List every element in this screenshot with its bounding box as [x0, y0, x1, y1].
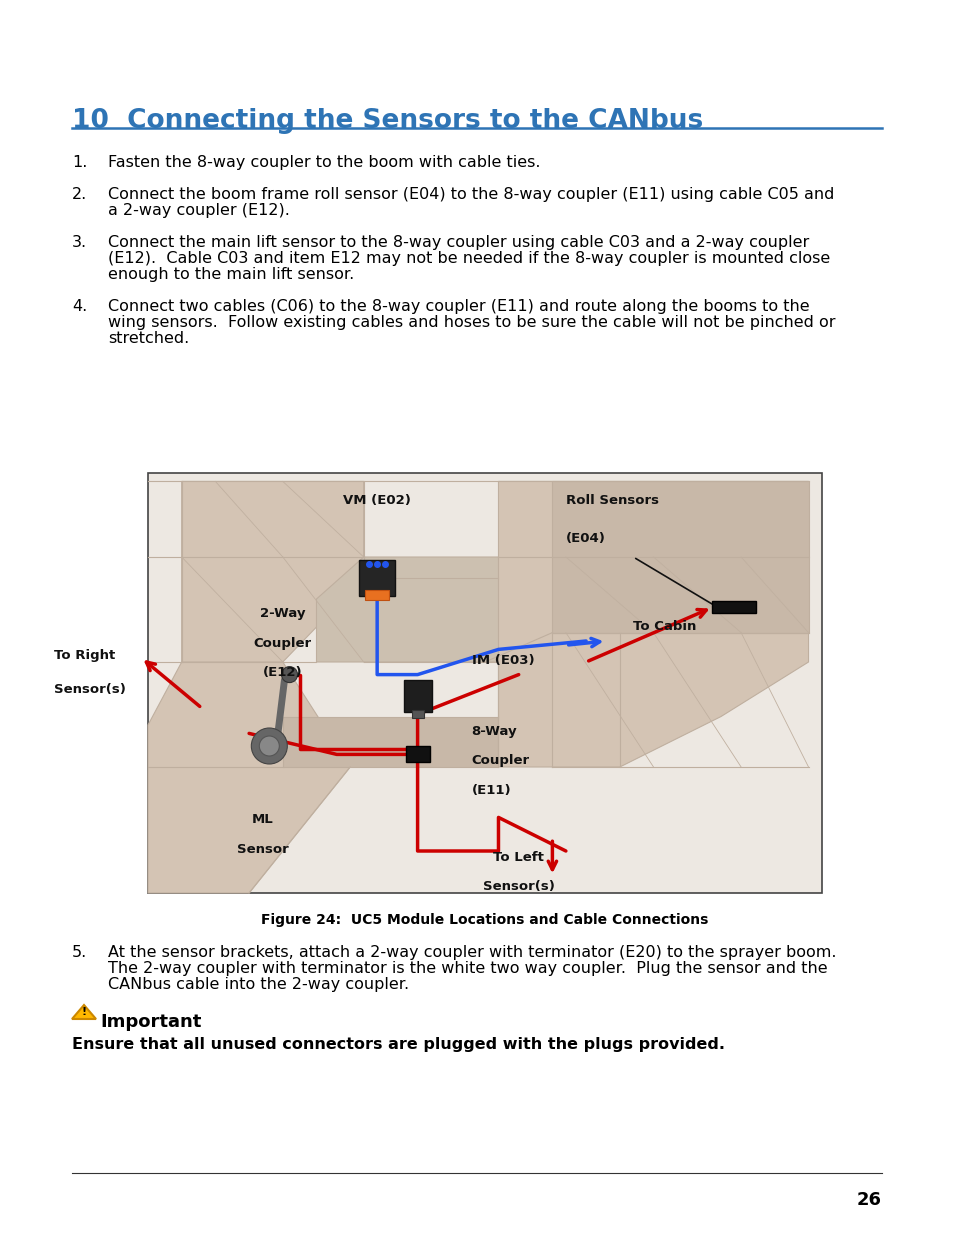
Text: (E12).  Cable C03 and item E12 may not be needed if the 8-way coupler is mounted: (E12). Cable C03 and item E12 may not be… [108, 251, 829, 266]
Polygon shape [282, 716, 498, 767]
Bar [411, 710, 423, 718]
Text: The 2-way coupler with terminator is the white two way coupler.  Plug the sensor: The 2-way coupler with terminator is the… [108, 961, 827, 976]
Text: Sensor(s): Sensor(s) [482, 881, 554, 893]
Text: Connect the boom frame roll sensor (E04) to the 8-way coupler (E11) using cable : Connect the boom frame roll sensor (E04)… [108, 186, 834, 203]
Circle shape [251, 727, 287, 764]
Text: !: ! [81, 1007, 87, 1016]
Text: (E12): (E12) [263, 666, 302, 679]
Text: Connect the main lift sensor to the 8-way coupler using cable C03 and a 2-way co: Connect the main lift sensor to the 8-wa… [108, 235, 808, 249]
Polygon shape [498, 482, 808, 767]
Text: IM (E03): IM (E03) [471, 653, 534, 667]
Text: 8-Way: 8-Way [471, 725, 517, 739]
Text: To Cabin: To Cabin [633, 620, 696, 634]
Text: 3.: 3. [71, 235, 87, 249]
Text: Sensor(s): Sensor(s) [53, 683, 126, 697]
Text: At the sensor brackets, attach a 2-way coupler with terminator (E20) to the spra: At the sensor brackets, attach a 2-way c… [108, 945, 836, 960]
Text: enough to the main lift sensor.: enough to the main lift sensor. [108, 267, 354, 282]
Text: 5.: 5. [71, 945, 87, 960]
Text: VM (E02): VM (E02) [343, 494, 411, 508]
Polygon shape [148, 662, 350, 893]
Text: Roll Sensors: Roll Sensors [565, 494, 659, 508]
Text: 2-Way: 2-Way [260, 608, 305, 620]
Bar [712, 601, 756, 614]
Polygon shape [71, 1005, 96, 1019]
Circle shape [281, 667, 297, 683]
Text: Coupler: Coupler [253, 637, 312, 650]
Text: (E04): (E04) [565, 532, 605, 545]
Text: 10  Connecting the Sensors to the CANbus: 10 Connecting the Sensors to the CANbus [71, 107, 702, 135]
Text: CANbus cable into the 2-way coupler.: CANbus cable into the 2-way coupler. [108, 977, 409, 992]
Text: 4.: 4. [71, 299, 87, 314]
Text: 26: 26 [856, 1191, 882, 1209]
Text: 2.: 2. [71, 186, 87, 203]
Text: Connect two cables (C06) to the 8-way coupler (E11) and route along the booms to: Connect two cables (C06) to the 8-way co… [108, 299, 809, 314]
Text: a 2-way coupler (E12).: a 2-way coupler (E12). [108, 203, 290, 219]
Bar [365, 590, 389, 600]
Bar [358, 559, 395, 597]
Text: Fasten the 8-way coupler to the boom with cable ties.: Fasten the 8-way coupler to the boom wit… [108, 156, 540, 170]
Circle shape [259, 736, 279, 756]
Bar [148, 473, 821, 893]
Text: Sensor: Sensor [236, 842, 288, 856]
Text: Ensure that all unused connectors are plugged with the plugs provided.: Ensure that all unused connectors are pl… [71, 1037, 724, 1052]
Text: To Right: To Right [53, 650, 114, 662]
Text: Coupler: Coupler [471, 755, 529, 767]
Bar [405, 746, 429, 762]
Polygon shape [181, 482, 363, 662]
Text: stretched.: stretched. [108, 331, 189, 346]
Text: 1.: 1. [71, 156, 88, 170]
Polygon shape [316, 557, 498, 662]
Polygon shape [552, 482, 808, 632]
Bar [403, 679, 431, 711]
Text: ML: ML [252, 813, 274, 826]
Text: (E11): (E11) [471, 784, 511, 797]
Text: Figure 24:  UC5 Module Locations and Cable Connections: Figure 24: UC5 Module Locations and Cabl… [261, 913, 708, 927]
Text: Important: Important [100, 1013, 201, 1031]
Text: wing sensors.  Follow existing cables and hoses to be sure the cable will not be: wing sensors. Follow existing cables and… [108, 315, 835, 330]
Text: To Left: To Left [493, 851, 543, 864]
